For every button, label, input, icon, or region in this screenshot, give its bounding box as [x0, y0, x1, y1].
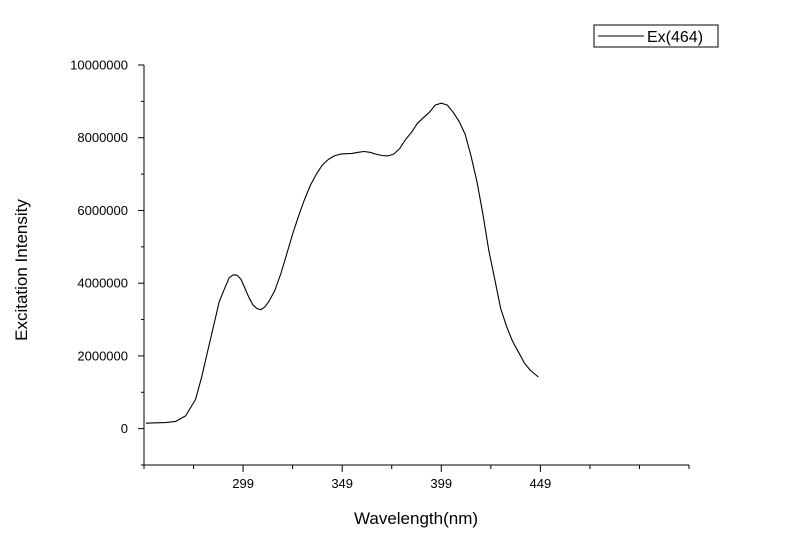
- y-tick-label: 8000000: [77, 130, 128, 145]
- plot-area: [145, 102, 539, 424]
- y-tick-label: 4000000: [77, 276, 128, 291]
- x-axis-title: Wavelength(nm): [354, 509, 478, 528]
- legend-box: [593, 24, 719, 48]
- y-tick-label: 6000000: [77, 203, 128, 218]
- series-line-0: [145, 102, 539, 424]
- x-tick-label: 399: [430, 476, 452, 491]
- y-tick-label: 2000000: [77, 348, 128, 363]
- x-tick-label: 449: [530, 476, 552, 491]
- axes: 0 2000000 4000000 6000000 8000000 10000000 299…: [70, 58, 690, 491]
- legend-label: Ex(464): [647, 29, 703, 46]
- legend: Ex(464): [593, 24, 719, 48]
- x-tick-label: 349: [331, 476, 353, 491]
- y-tick-label: 10000000: [70, 58, 128, 73]
- y-tick-label: 0: [121, 421, 128, 436]
- y-axis-title: Excitation Intensity: [12, 199, 31, 341]
- x-tick-label: 299: [232, 476, 254, 491]
